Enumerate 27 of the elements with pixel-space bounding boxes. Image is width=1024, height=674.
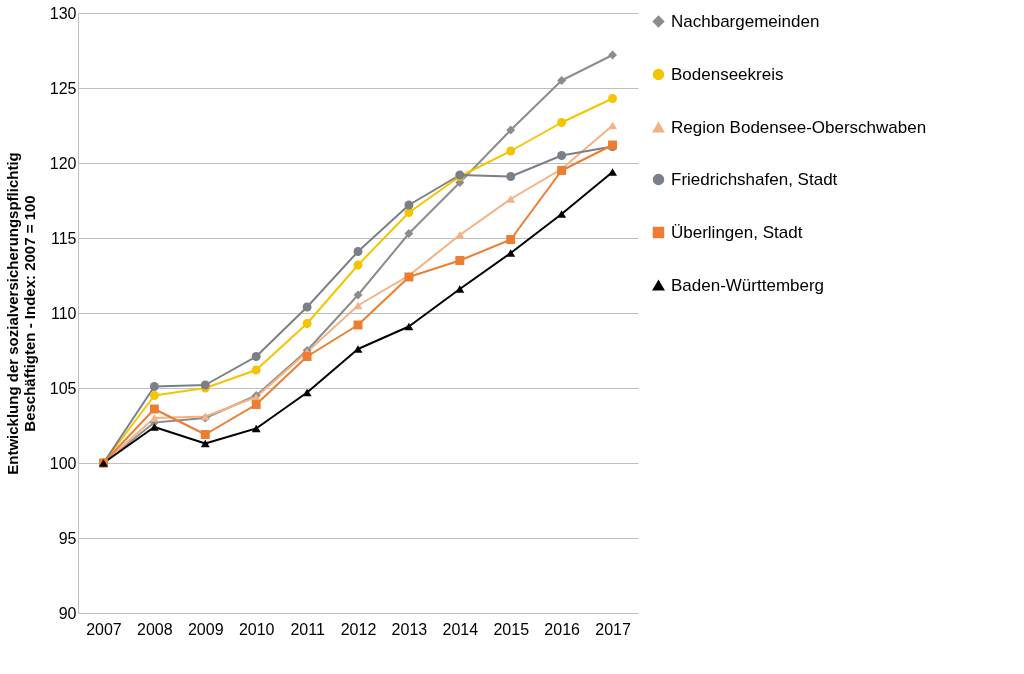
y-axis-title: Entwicklung der sozialversicherungspflichtig Beschäftigten - Index: 2007 = 100 [3, 152, 38, 475]
x-tick-label: 2009 [187, 620, 224, 638]
x-tick-label: 2010 [238, 620, 275, 638]
x-tick-label: 2015 [493, 620, 530, 638]
y-tick-label: 110 [50, 304, 77, 322]
x-tick-label: 2016 [544, 620, 581, 638]
y-tick-label: 130 [49, 4, 77, 22]
legend-label: Baden-Württemberg [671, 275, 825, 295]
x-tick-label: 2014 [442, 620, 479, 638]
legend-label: Friedrichshafen, Stadt [671, 169, 838, 189]
y-tick-label: 120 [49, 154, 77, 172]
y-tick-label: 95 [58, 529, 77, 547]
y-tick-label: 125 [49, 79, 77, 97]
y-tick-label: 105 [49, 379, 77, 397]
x-tick-label: 2017 [595, 620, 631, 638]
x-tick-label: 2013 [391, 620, 428, 638]
legend-label: Region Bodensee-Oberschwaben [671, 117, 927, 137]
y-tick-label: 115 [50, 229, 77, 247]
y-tick-label: 90 [58, 604, 77, 622]
x-tick-label: 2011 [290, 620, 325, 638]
x-tick-label: 2007 [86, 620, 122, 638]
legend-label: Überlingen, Stadt [671, 222, 803, 242]
legend-label: Bodenseekreis [671, 64, 784, 84]
legend-label: Nachbargemeinden [671, 11, 820, 31]
x-tick-label: 2008 [137, 620, 173, 638]
x-tick-label: 2012 [340, 620, 377, 638]
y-tick-label: 100 [49, 454, 77, 472]
